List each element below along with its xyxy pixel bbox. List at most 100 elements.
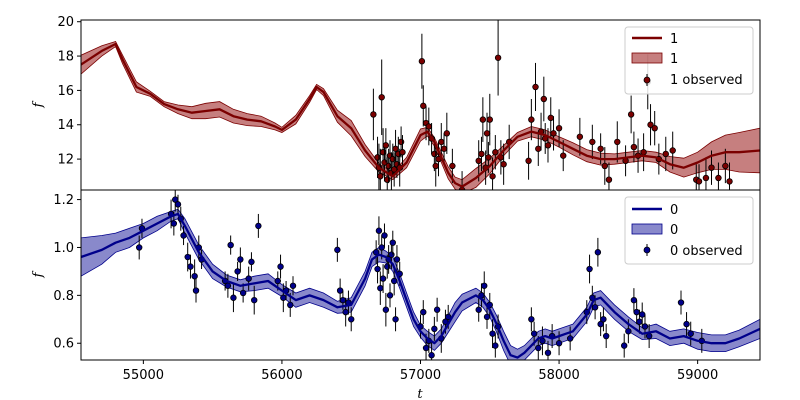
bottom-observation-marker [683,320,690,328]
top-observation-marker [601,162,608,170]
top-observation-marker [589,138,596,146]
top-observation-marker [532,83,539,91]
bottom-observation-marker [287,301,294,309]
bottom-observation-point [345,290,352,315]
top-observation-point [722,148,729,184]
bottom-observation-point [544,340,552,360]
top-observation-marker [597,145,604,152]
top-observation-marker [475,157,482,165]
bottom-observation-point [566,326,574,351]
top-observation-marker [418,58,426,65]
bottom-observation-marker [636,318,643,325]
bottom-y-tick-label: 0.6 [53,337,74,352]
top-observation-marker [614,138,621,146]
bottom-observation-point [245,266,252,291]
bottom-observation-marker [390,277,398,285]
x-tick-label: 59000 [677,368,718,383]
bottom-observation-point [594,237,602,267]
bottom-observation-marker [428,352,435,359]
bottom-observation-point [481,271,488,301]
bottom-observation-point [192,278,200,303]
top-observation-marker [500,161,507,168]
bottom-observation-point [251,285,258,315]
bottom-observation-point [224,273,232,298]
bottom-observation-marker [378,244,385,251]
bottom-observation-marker [530,330,538,337]
x-tick-label: 57000 [400,368,441,383]
top-observation-point [627,95,635,134]
top-observation-point [399,135,406,170]
top-observation-point [630,131,638,163]
x-tick-label: 55000 [123,368,164,383]
bottom-observation-point [386,283,394,308]
top-observation-marker [651,124,658,132]
top-observation-marker [560,152,567,159]
top-observation-point [605,162,613,190]
top-observation-marker [370,111,377,118]
bottom-observation-point [374,254,381,284]
bottom-observation-point [248,252,255,272]
bottom-x-ticks: 55000 56000 57000 58000 59000 [123,360,718,383]
bottom-observation-marker [639,311,646,318]
top-observation-marker [420,102,427,110]
bottom-observation-marker [339,296,347,304]
bottom-observation-marker [374,265,381,273]
top-observation-point [532,62,539,112]
top-y-tick-label: 20 [57,15,74,30]
bottom-observation-marker [336,287,344,294]
top-legend-box [624,26,754,95]
top-legend-label-band: 1 [670,52,678,67]
bottom-observation-marker [381,232,388,239]
bottom-observation-point [237,247,244,272]
bottom-observation-marker [277,263,284,270]
bottom-observation-point [392,307,399,332]
bottom-observation-point [348,307,355,332]
top-observation-point [443,112,451,154]
bottom-observation-marker [180,232,187,239]
top-observation-point [669,131,676,170]
top-y-ticks: 12 14 16 18 20 [57,15,81,168]
bottom-observation-point [227,235,234,255]
bottom-observation-marker [372,249,380,256]
top-observation-marker [478,150,485,158]
bottom-observation-marker [393,256,401,263]
top-legend-label-mean: 1 [670,32,678,47]
bottom-observation-point [687,321,694,346]
bottom-legend-band-swatch [631,223,663,235]
bottom-observation-marker [591,304,599,311]
top-observation-point [492,135,499,170]
bottom-observation-point [334,237,341,262]
bottom-observation-marker [342,308,349,316]
bottom-observation-marker [255,222,262,230]
top-observation-point [715,162,722,190]
bottom-observation-point [379,264,387,293]
bottom-observation-marker [382,306,390,313]
bottom-observation-marker [492,342,499,349]
top-observation-point [418,33,426,89]
top-mean-line [81,42,760,188]
bottom-y-tick-label: 0.8 [53,289,74,304]
bottom-observation-point [492,333,499,358]
bottom-y-axis-label: f [31,270,46,278]
bottom-mean-line [81,212,760,359]
bottom-legend-label-observed: 0 observed [670,244,743,259]
top-observation-point [651,111,658,146]
top-observation-point [382,128,390,163]
top-observation-marker [708,164,715,171]
bottom-observation-marker [677,299,685,306]
bottom-observation-marker [245,275,252,282]
top-y-tick-label: 16 [57,84,74,99]
top-observation-point [370,88,377,141]
bottom-observation-marker [234,268,241,275]
top-observation-marker [389,155,396,163]
bottom-observation-point [191,259,198,293]
top-observation-marker [525,157,532,165]
bottom-observation-point [528,307,535,332]
bottom-y-ticks: 0.6 0.8 1.0 1.2 [53,193,81,352]
top-observation-marker [715,174,722,182]
bottom-observation-marker [431,325,438,333]
bottom-observation-point [230,283,237,313]
bottom-observation-marker [384,263,391,270]
bottom-observation-point [602,324,610,349]
bottom-observation-point [172,190,179,212]
